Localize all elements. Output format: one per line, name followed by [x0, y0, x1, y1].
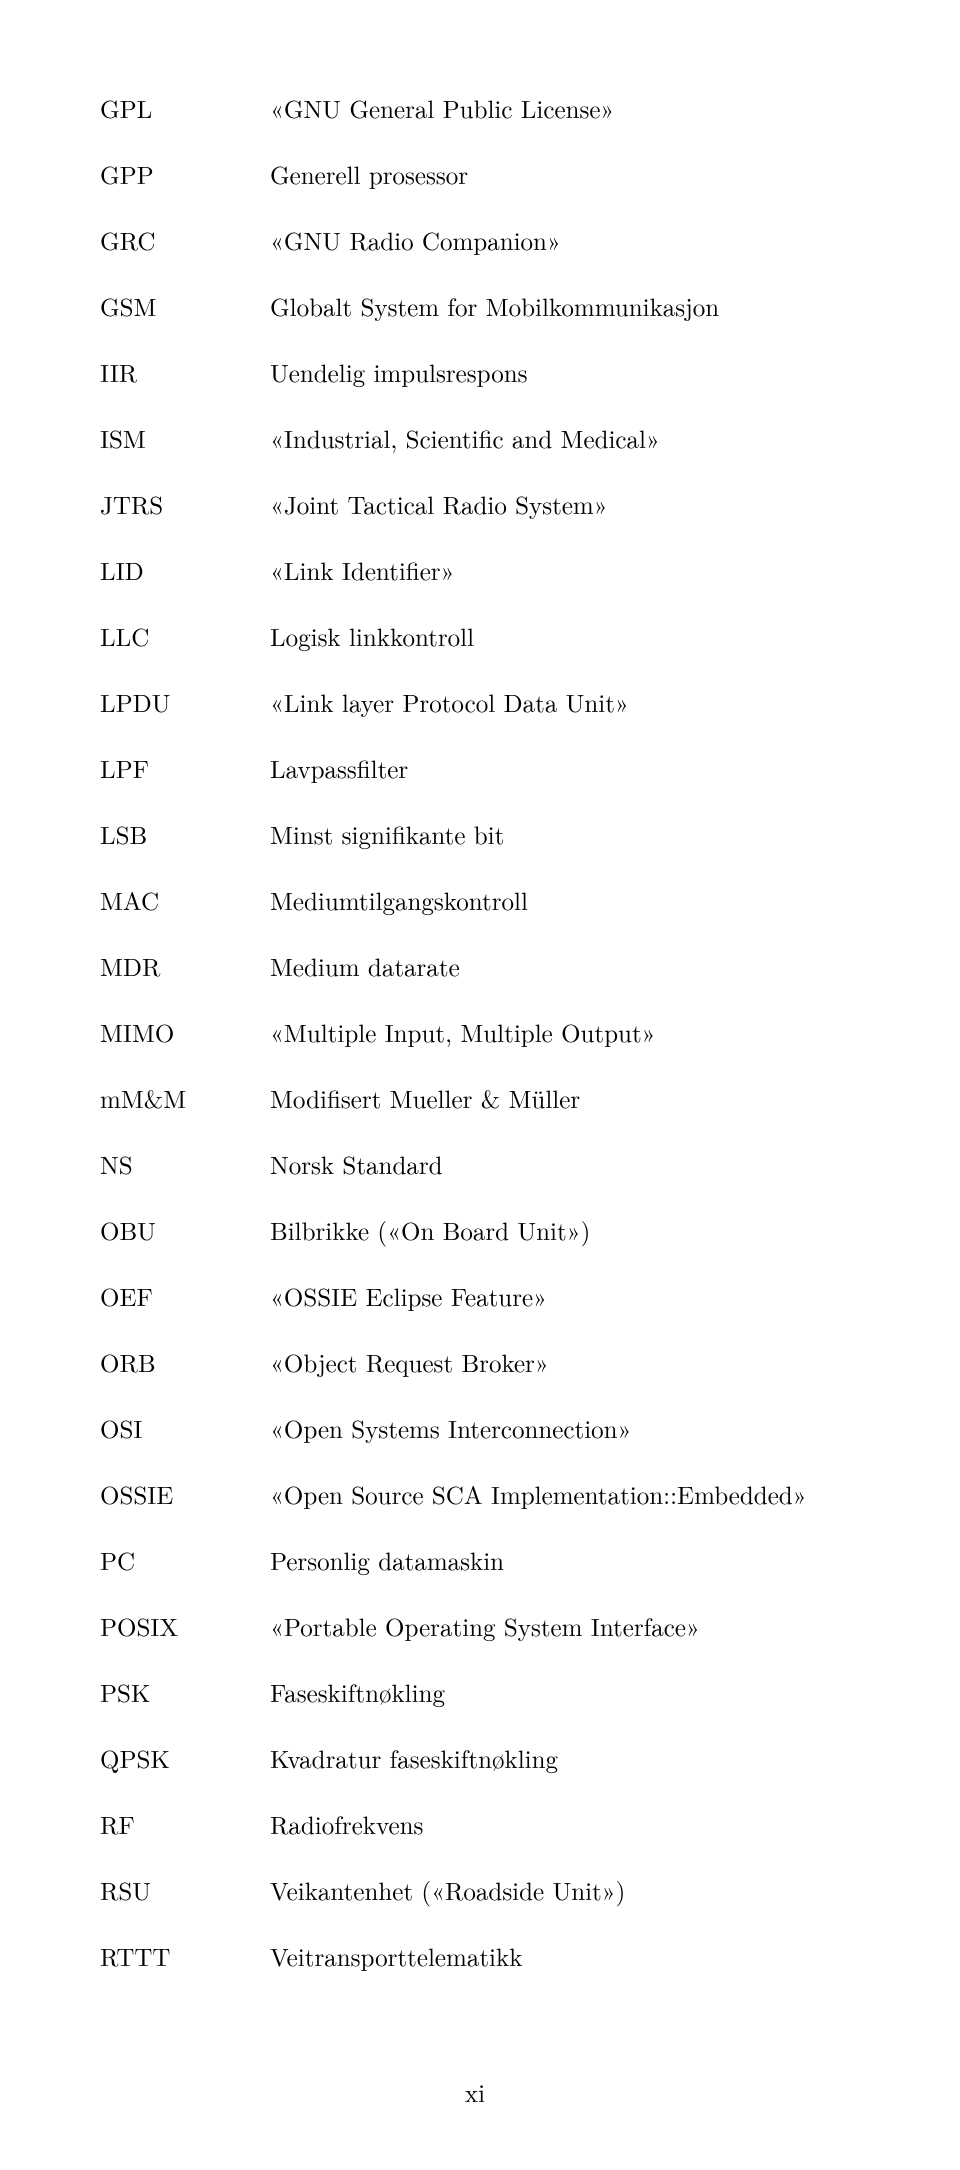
definition: Personlig datamaskin [260, 1543, 850, 1578]
page-number: xi [100, 2075, 850, 2110]
definition: Medium datarate [260, 949, 850, 984]
abbreviation: IIR [100, 355, 260, 390]
definition: Veitransporttelematikk [260, 1939, 850, 1974]
definition: Bilbrikke («On Board Unit») [260, 1213, 850, 1248]
definition: «Object Request Broker» [260, 1345, 850, 1380]
glossary-row: OEF«OSSIE Eclipse Feature» [100, 1279, 850, 1314]
abbreviation: RF [100, 1807, 260, 1842]
abbreviation: LPDU [100, 685, 260, 720]
definition: Kvadratur faseskiftnøkling [260, 1741, 850, 1776]
definition: Generell prosessor [260, 157, 850, 192]
glossary-row: QPSKKvadratur faseskiftnøkling [100, 1741, 850, 1776]
glossary-row: OSI«Open Systems Interconnection» [100, 1411, 850, 1446]
glossary-row: RSUVeikantenhet («Roadside Unit») [100, 1873, 850, 1908]
glossary-row: mM&MModifisert Mueller & Müller [100, 1081, 850, 1116]
abbreviation: RSU [100, 1873, 260, 1908]
abbreviation: GRC [100, 223, 260, 258]
glossary-row: GRC«GNU Radio Companion» [100, 223, 850, 258]
abbreviation: NS [100, 1147, 260, 1182]
abbreviation: GSM [100, 289, 260, 324]
glossary-row: OBUBilbrikke («On Board Unit») [100, 1213, 850, 1248]
definition: Lavpassfilter [260, 751, 850, 786]
abbreviation: MIMO [100, 1015, 260, 1050]
definition: «Open Systems Interconnection» [260, 1411, 850, 1446]
definition: «Multiple Input, Multiple Output» [260, 1015, 850, 1050]
abbreviation: ORB [100, 1345, 260, 1380]
definition: Norsk Standard [260, 1147, 850, 1182]
glossary-row: POSIX«Portable Operating System Interfac… [100, 1609, 850, 1644]
abbreviation: MAC [100, 883, 260, 918]
definition: Logisk linkkontroll [260, 619, 850, 654]
glossary-row: GPL«GNU General Public License» [100, 91, 850, 126]
glossary-row: IIRUendelig impulsrespons [100, 355, 850, 390]
glossary-row: MIMO«Multiple Input, Multiple Output» [100, 1015, 850, 1050]
definition: Mediumtilgangskontroll [260, 883, 850, 918]
definition: «Joint Tactical Radio System» [260, 487, 850, 522]
definition: Veikantenhet («Roadside Unit») [260, 1873, 850, 1908]
abbreviation: LID [100, 553, 260, 588]
glossary-row: PSKFaseskiftnøkling [100, 1675, 850, 1710]
glossary-row: LID«Link Identifier» [100, 553, 850, 588]
glossary-row: JTRS«Joint Tactical Radio System» [100, 487, 850, 522]
abbreviation: mM&M [100, 1081, 260, 1116]
abbreviation: JTRS [100, 487, 260, 522]
abbreviation: GPP [100, 157, 260, 192]
definition: Uendelig impulsrespons [260, 355, 850, 390]
glossary-list: GPL«GNU General Public License»GPPGenere… [100, 60, 850, 2005]
glossary-row: NSNorsk Standard [100, 1147, 850, 1182]
abbreviation: QPSK [100, 1741, 260, 1776]
glossary-row: LPFLavpassfilter [100, 751, 850, 786]
glossary-row: MDRMedium datarate [100, 949, 850, 984]
definition: «Open Source SCA Implementation::Embedde… [260, 1477, 850, 1512]
glossary-row: ISM«Industrial, Scientific and Medical» [100, 421, 850, 456]
abbreviation: PC [100, 1543, 260, 1578]
abbreviation: OBU [100, 1213, 260, 1248]
glossary-row: OSSIE«Open Source SCA Implementation::Em… [100, 1477, 850, 1512]
glossary-row: RTTTVeitransporttelematikk [100, 1939, 850, 1974]
definition: Globalt System for Mobilkommunikasjon [260, 289, 850, 324]
glossary-row: PCPersonlig datamaskin [100, 1543, 850, 1578]
glossary-row: ORB«Object Request Broker» [100, 1345, 850, 1380]
abbreviation: GPL [100, 91, 260, 126]
definition: Modifisert Mueller & Müller [260, 1081, 850, 1116]
definition: «GNU General Public License» [260, 91, 850, 126]
definition: Minst signifikante bit [260, 817, 850, 852]
abbreviation: PSK [100, 1675, 260, 1710]
glossary-row: LLCLogisk linkkontroll [100, 619, 850, 654]
glossary-row: LSBMinst signifikante bit [100, 817, 850, 852]
abbreviation: RTTT [100, 1939, 260, 1974]
abbreviation: OEF [100, 1279, 260, 1314]
abbreviation: ISM [100, 421, 260, 456]
glossary-row: GPPGenerell prosessor [100, 157, 850, 192]
abbreviation: LLC [100, 619, 260, 654]
definition: «Portable Operating System Interface» [260, 1609, 850, 1644]
abbreviation: MDR [100, 949, 260, 984]
abbreviation: OSI [100, 1411, 260, 1446]
definition: «OSSIE Eclipse Feature» [260, 1279, 850, 1314]
definition: Radiofrekvens [260, 1807, 850, 1842]
abbreviation: LSB [100, 817, 260, 852]
definition: «GNU Radio Companion» [260, 223, 850, 258]
definition: «Link Identifier» [260, 553, 850, 588]
definition: «Industrial, Scientific and Medical» [260, 421, 850, 456]
definition: «Link layer Protocol Data Unit» [260, 685, 850, 720]
abbreviation: POSIX [100, 1609, 260, 1644]
glossary-row: RFRadiofrekvens [100, 1807, 850, 1842]
glossary-row: MACMediumtilgangskontroll [100, 883, 850, 918]
abbreviation: OSSIE [100, 1477, 260, 1512]
glossary-row: GSMGlobalt System for Mobilkommunikasjon [100, 289, 850, 324]
abbreviation: LPF [100, 751, 260, 786]
glossary-row: LPDU«Link layer Protocol Data Unit» [100, 685, 850, 720]
definition: Faseskiftnøkling [260, 1675, 850, 1710]
